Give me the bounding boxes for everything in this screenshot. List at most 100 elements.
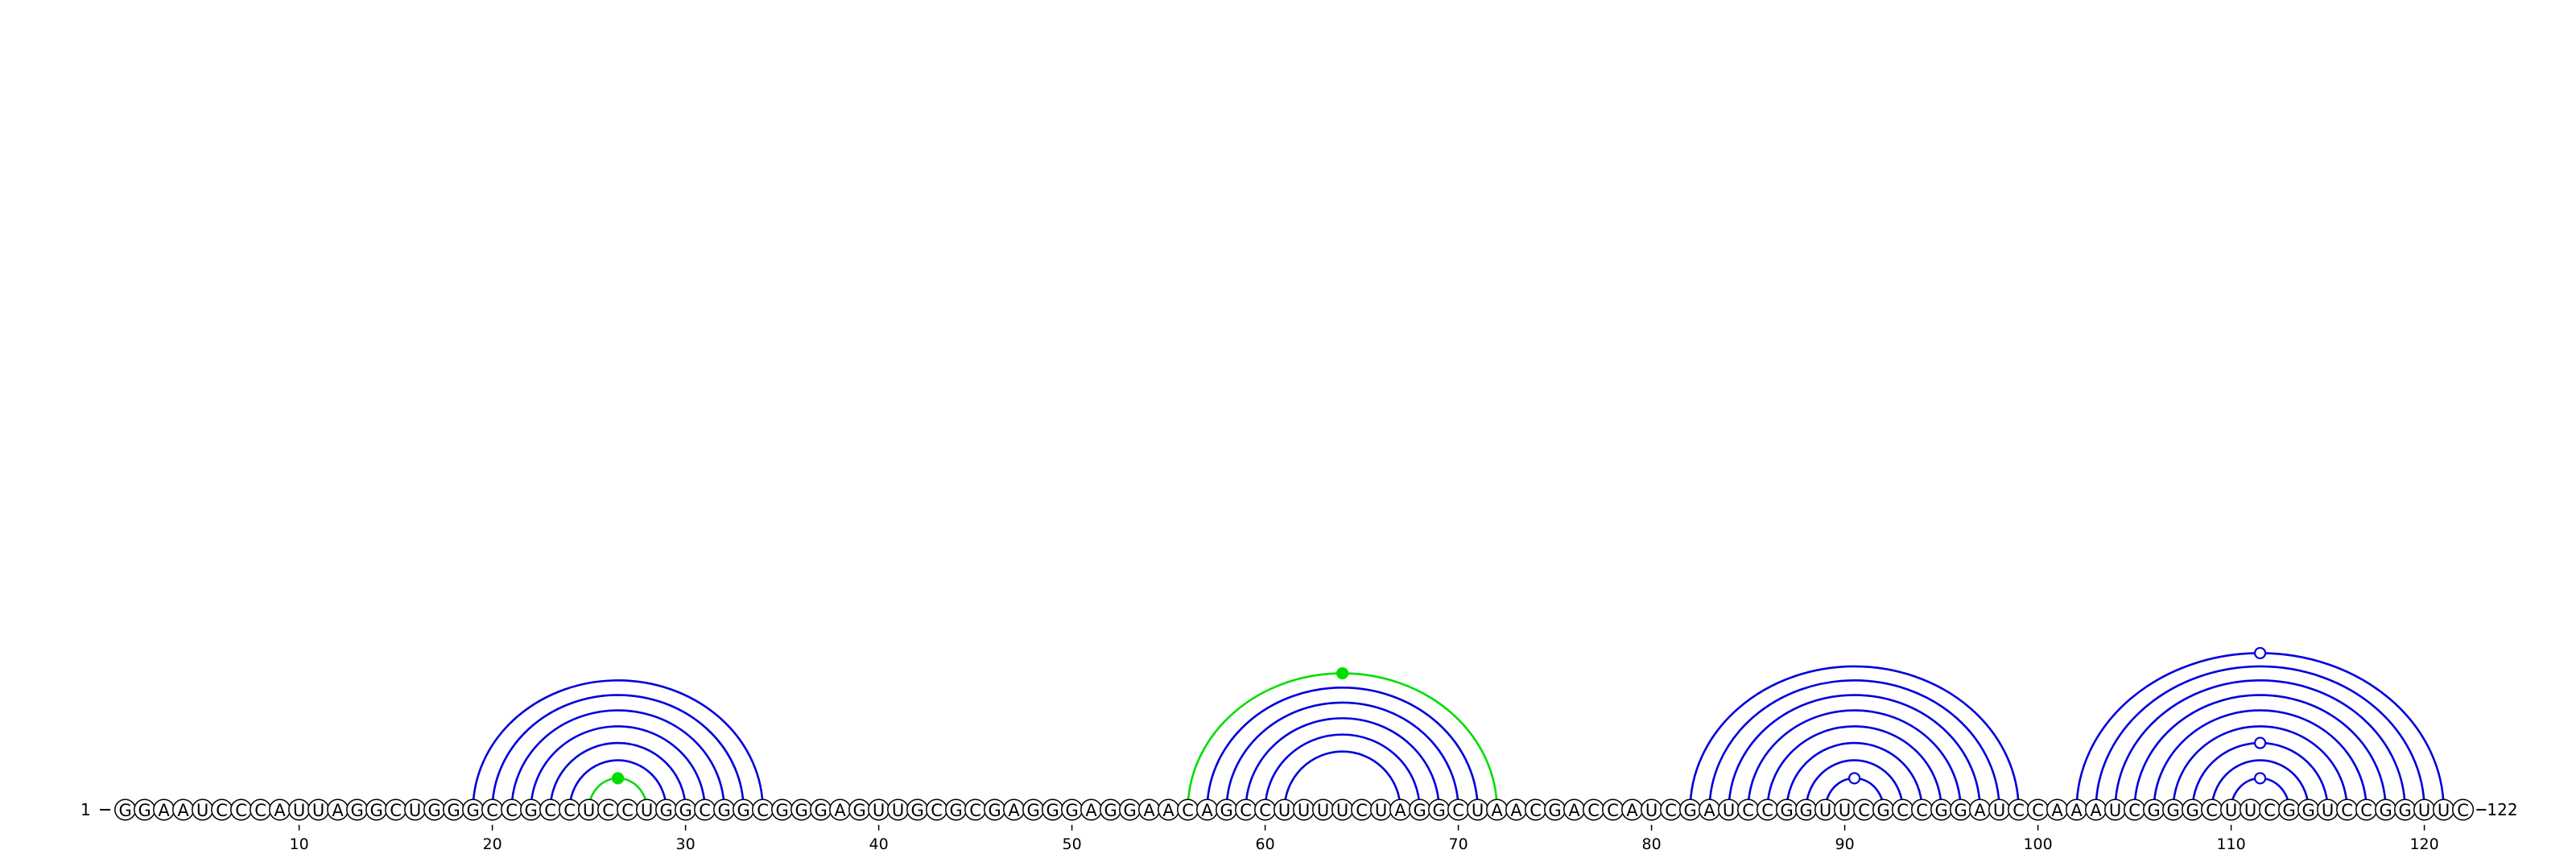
nucleotide-77: C — [1583, 798, 1605, 821]
nucleotide-letter: A — [2070, 801, 2083, 820]
nucleotide-letter: U — [1472, 801, 1484, 820]
arc-apex-marker-89-92 — [1848, 772, 1861, 785]
nucleotide-letter: C — [2457, 801, 2469, 820]
nucleotide-55: A — [1158, 798, 1180, 821]
nucleotide-28: U — [636, 798, 658, 821]
nucleotide-letter: C — [1240, 801, 1252, 820]
nucleotide-90: U — [1834, 798, 1856, 821]
nucleotide-letter: G — [2186, 801, 2198, 820]
nucleotide-letter: U — [1819, 801, 1831, 820]
nucleotide-letter: C — [1742, 801, 1754, 820]
nucleotide-13: G — [346, 798, 369, 821]
nucleotide-letter: C — [621, 801, 634, 820]
nucleotide-letter: C — [2341, 801, 2353, 820]
nucleotide-66: U — [1370, 798, 1393, 821]
nucleotide-letter: G — [737, 801, 749, 820]
nucleotide-letter: C — [1761, 801, 1773, 820]
nucleotide-53: G — [1119, 798, 1141, 821]
nucleotide-78: C — [1602, 798, 1624, 821]
nucleotide-75: G — [1544, 798, 1567, 821]
nucleotide-letter: G — [1046, 801, 1059, 820]
nucleotide-69: G — [1428, 798, 1451, 821]
nucleotide-86: C — [1757, 798, 1779, 821]
nucleotide-letter: A — [834, 801, 846, 820]
nucleotide-15: C — [385, 798, 407, 821]
base-pair-arc-61-67 — [1283, 750, 1402, 811]
nucleotide-letter: G — [2166, 801, 2179, 820]
nucleotide-letter: C — [254, 801, 266, 820]
base-pair-arc-107-116 — [2172, 725, 2348, 811]
nucleotide-60: C — [1254, 798, 1277, 821]
nucleotide-letter: C — [1607, 801, 1619, 820]
nucleotide-letter: U — [583, 801, 595, 820]
nucleotide-115: U — [2317, 798, 2339, 821]
nucleotide-9: A — [269, 798, 291, 821]
nucleotide-letter: U — [1298, 801, 1310, 820]
nucleotide-letter: U — [2225, 801, 2237, 820]
base-pair-arc-87-94 — [1785, 741, 1923, 811]
nucleotide-letter: G — [1548, 801, 1561, 820]
nucleotide-letter: C — [1182, 801, 1194, 820]
nucleotide-letter: A — [1491, 801, 1503, 820]
nucleotide-letter: U — [409, 801, 421, 820]
nucleotide-letter: G — [524, 801, 537, 820]
nucleotide-letter: G — [949, 801, 962, 820]
nucleotide-4: A — [172, 798, 195, 821]
nucleotide-letter: G — [1876, 801, 1889, 820]
nucleotide-88: G — [1795, 798, 1818, 821]
nucleotide-118: G — [2375, 798, 2397, 821]
nucleotide-letter: G — [369, 801, 382, 820]
nucleotide-letter: C — [564, 801, 576, 820]
nucleotide-41: U — [887, 798, 910, 821]
arc-apex-marker-102-121 — [2254, 646, 2267, 660]
nucleotide-3: A — [153, 798, 175, 821]
base-pair-arc-58-70 — [1225, 701, 1459, 811]
nucleotide-36: G — [791, 798, 813, 821]
nucleotide-letter: A — [274, 801, 286, 820]
nucleotide-43: C — [926, 798, 948, 821]
nucleotide-letter: C — [216, 801, 228, 820]
nucleotide-64: U — [1331, 798, 1354, 821]
nucleotide-letter: G — [2301, 801, 2314, 820]
nucleotide-letter: A — [1568, 801, 1580, 820]
base-pair-arc-86-95 — [1766, 725, 1942, 811]
nucleotide-letter: C — [1916, 801, 1928, 820]
nucleotide-109: C — [2201, 798, 2223, 821]
nucleotide-46: G — [984, 798, 1006, 821]
nucleotide-56: C — [1177, 798, 1199, 821]
nucleotide-87: G — [1776, 798, 1798, 821]
nucleotide-letter: G — [852, 801, 865, 820]
sequence-end-label: 122 — [2487, 800, 2517, 819]
base-pair-arc-83-98 — [1708, 679, 2000, 811]
nucleotide-93: C — [1892, 798, 1914, 821]
nucleotide-108: G — [2182, 798, 2204, 821]
nucleotide-letter: G — [910, 801, 923, 820]
nucleotide-letter: C — [2013, 801, 2025, 820]
nucleotide-80: U — [1641, 798, 1663, 821]
base-pair-arc-21-32 — [510, 709, 725, 811]
nucleotide-32: G — [713, 798, 736, 821]
nucleotide-67: A — [1389, 798, 1412, 821]
base-pair-arc-19-34 — [472, 679, 764, 811]
arc-apex-marker-25-28 — [611, 772, 625, 785]
nucleotide-letter: A — [332, 801, 344, 820]
nucleotide-95: G — [1930, 798, 1953, 821]
base-pair-arc-88-93 — [1805, 759, 1904, 811]
nucleotide-18: G — [443, 798, 465, 821]
base-pair-arc-106-117 — [2153, 709, 2368, 811]
nucleotide-letter: G — [775, 801, 788, 820]
arc-apex-marker-56-72 — [1335, 666, 1349, 680]
nucleotide-letter: C — [390, 801, 402, 820]
nucleotide-letter: C — [1665, 801, 1677, 820]
position-tick-label-100: 100 — [2023, 835, 2052, 853]
nucleotide-letter: G — [679, 801, 691, 820]
nucleotide-letter: C — [2032, 801, 2044, 820]
nucleotide-letter: A — [1394, 801, 1406, 820]
nucleotide-97: A — [1969, 798, 1992, 821]
nucleotide-39: G — [848, 798, 871, 821]
nucleotide-5: U — [192, 798, 214, 821]
base-pair-arc-102-121 — [2075, 652, 2445, 811]
nucleotide-104: U — [2104, 798, 2127, 821]
nucleotide-letter: U — [1645, 801, 1657, 820]
